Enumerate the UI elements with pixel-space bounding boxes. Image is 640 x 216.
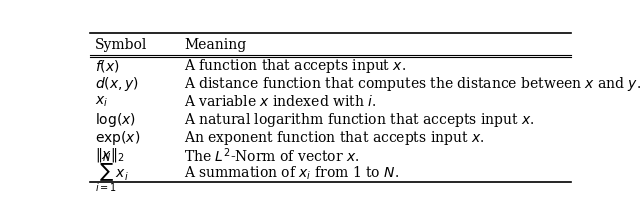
Text: A summation of $x_i$ from 1 to $N$.: A summation of $x_i$ from 1 to $N$. xyxy=(184,165,399,182)
Text: Symbol: Symbol xyxy=(95,38,147,52)
Text: A distance function that computes the distance between $x$ and $y$.: A distance function that computes the di… xyxy=(184,75,640,93)
Text: $d(x, y)$: $d(x, y)$ xyxy=(95,75,139,93)
Text: A variable $x$ indexed with $i$.: A variable $x$ indexed with $i$. xyxy=(184,94,376,109)
Text: A natural logarithm function that accepts input $x$.: A natural logarithm function that accept… xyxy=(184,111,535,129)
Text: $x_i$: $x_i$ xyxy=(95,94,108,109)
Text: An exponent function that accepts input $x$.: An exponent function that accepts input … xyxy=(184,129,484,146)
Text: Meaning: Meaning xyxy=(184,38,246,52)
Text: $\log(x)$: $\log(x)$ xyxy=(95,111,136,129)
Text: $f(x)$: $f(x)$ xyxy=(95,58,120,74)
Text: $\|x\|_2$: $\|x\|_2$ xyxy=(95,146,124,164)
Text: The $L^2$-Norm of vector $x$.: The $L^2$-Norm of vector $x$. xyxy=(184,146,360,165)
Text: $\sum_{i=1}^{N} x_i$: $\sum_{i=1}^{N} x_i$ xyxy=(95,151,129,195)
Text: A function that accepts input $x$.: A function that accepts input $x$. xyxy=(184,57,406,75)
Text: $\exp(x)$: $\exp(x)$ xyxy=(95,129,140,146)
